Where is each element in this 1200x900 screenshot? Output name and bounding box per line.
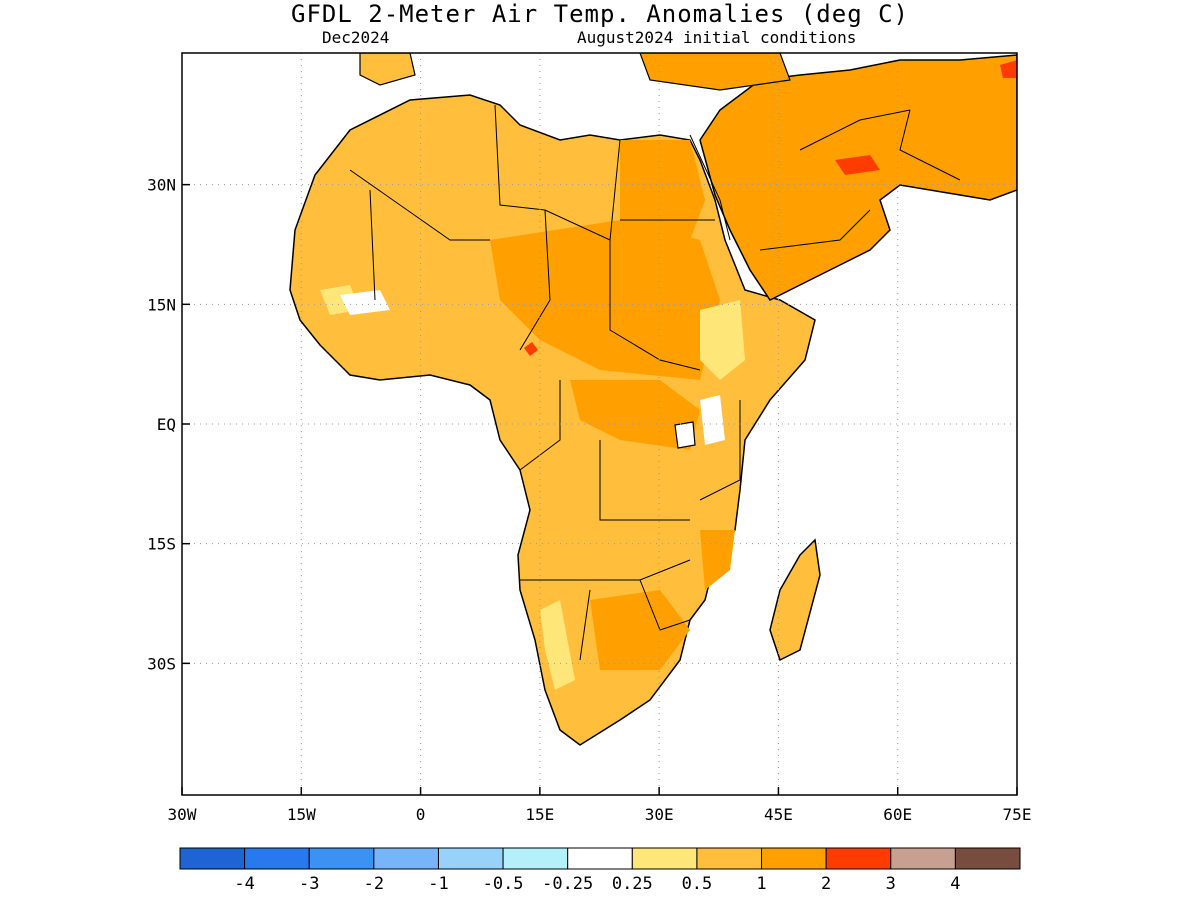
- lon-tick-label: 30E: [645, 805, 674, 824]
- anomaly-hotspot-nigeria: [524, 342, 538, 356]
- lon-tick-label: 15W: [287, 805, 316, 824]
- anomaly-zone-namibia-light: [540, 600, 575, 690]
- colorbar-label: 4: [950, 874, 960, 894]
- lon-tick-label: 45E: [764, 805, 793, 824]
- lake-victoria: [674, 421, 696, 449]
- gridlines: [182, 53, 1017, 795]
- latitude-ticks: 30N 15N EQ 15S 30S: [147, 176, 190, 673]
- colorbar-label: 0.5: [682, 874, 713, 894]
- init-conditions-label: August2024 initial conditions: [577, 28, 857, 47]
- anomaly-zone-central: [570, 380, 700, 450]
- colorbar-swatch: [696, 847, 763, 870]
- colorbar-label: -4: [234, 874, 254, 894]
- colorbar-swatch: [761, 847, 827, 870]
- colorbar-swatch: [567, 847, 633, 870]
- colorbar-label: 3: [886, 874, 896, 894]
- colorbar-label: -0.25: [542, 874, 593, 894]
- madagascar-landmass: [769, 538, 821, 662]
- colorbar-swatch: [373, 847, 439, 870]
- colorbar-label: 2: [821, 874, 831, 894]
- colorbar-swatch: [308, 847, 375, 870]
- colorbar-label: -1: [428, 874, 448, 894]
- lon-tick-label: 75E: [1003, 805, 1032, 824]
- lon-tick-label: 15E: [525, 805, 554, 824]
- turkey-landmass: [639, 53, 791, 91]
- anomaly-zone-white-east: [700, 395, 725, 445]
- arabia-landmass: [699, 54, 1017, 301]
- colorbar-swatch: [825, 847, 892, 870]
- country-borders: [349, 104, 961, 661]
- colorbar-swatch: [244, 847, 310, 870]
- colorbar-label: 0.25: [612, 874, 653, 894]
- lon-tick-label: 60E: [883, 805, 912, 824]
- anomaly-zone-mozambique: [700, 530, 735, 590]
- lat-tick-label: 15S: [147, 535, 176, 554]
- lat-tick-label: 30N: [147, 176, 176, 195]
- colorbar-swatch: [890, 847, 956, 870]
- lat-tick-label: 30S: [147, 654, 176, 673]
- lat-tick-label: 15N: [147, 295, 176, 314]
- colorbar-label: 1: [756, 874, 766, 894]
- anomaly-hotspot-iran: [835, 155, 880, 175]
- map-layers: [289, 53, 1017, 746]
- chart-title: GFDL 2-Meter Air Temp. Anomalies (deg C): [291, 0, 909, 28]
- colorbar-swatch: [502, 847, 569, 870]
- valid-month-label: Dec2024: [322, 28, 390, 47]
- longitude-ticks: 30W 15W 0 15E 30E 45E 60E 75E: [168, 787, 1032, 824]
- lon-tick-label: 0: [416, 805, 426, 824]
- colorbar-swatch: [954, 847, 1021, 870]
- anomaly-zone-ethiopia-light: [700, 300, 745, 380]
- colorbar-label: -2: [364, 874, 384, 894]
- lat-tick-label: EQ: [157, 415, 176, 434]
- anomaly-zone-south: [590, 590, 690, 670]
- anomaly-zone-white-west: [340, 290, 390, 315]
- colorbar-label: -0.5: [483, 874, 524, 894]
- europe-landmass: [359, 53, 416, 86]
- colorbar-swatch: [179, 847, 246, 870]
- anomaly-hotspot-north-east: [1000, 60, 1017, 78]
- colorbar-label: -3: [299, 874, 319, 894]
- lon-tick-label: 30W: [168, 805, 197, 824]
- colorbar-swatch: [437, 847, 504, 870]
- colorbar-swatch: [631, 847, 698, 870]
- colorbar: -4 -3 -2 -1 -0.5 -0.25 0.25 0.5 1 2 3 4: [179, 847, 1021, 894]
- anomaly-zone-egypt: [620, 140, 705, 240]
